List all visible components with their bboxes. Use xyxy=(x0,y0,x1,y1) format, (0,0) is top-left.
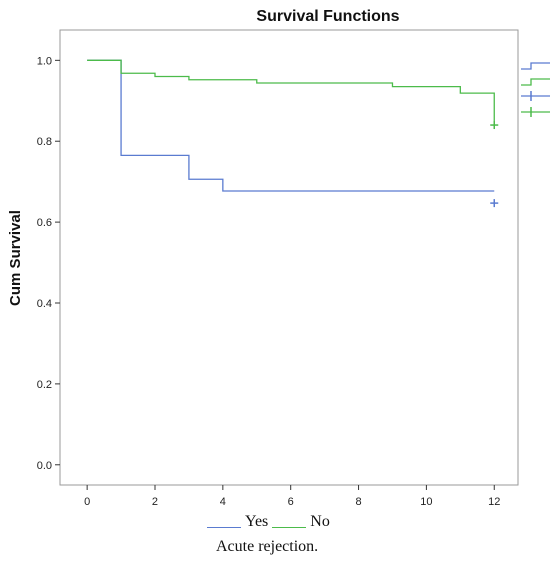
legend: Yes No xyxy=(207,513,334,531)
x-tick-label: 2 xyxy=(152,496,158,508)
y-tick-label: 0.8 xyxy=(37,136,52,148)
y-tick-label: 0.0 xyxy=(37,460,52,472)
legend-label-no: No xyxy=(310,513,330,530)
legend-symbols xyxy=(521,62,550,117)
censor-mark-no xyxy=(490,121,499,130)
censor-mark-yes xyxy=(490,199,499,208)
chart-title: Survival Functions xyxy=(256,8,399,25)
survival-curve-no xyxy=(87,59,495,124)
legend-symbol-no-step xyxy=(521,78,550,86)
x-tick-label: 12 xyxy=(488,496,500,508)
legend-symbol-yes-step xyxy=(521,62,550,70)
legend-swatch-yes xyxy=(207,527,241,528)
y-axis: 0.0 0.2 0.4 0.6 0.8 1.0 xyxy=(37,55,60,472)
y-tick-label: 0.2 xyxy=(37,379,52,391)
y-tick-label: 0.4 xyxy=(37,298,52,310)
x-tick-label: 0 xyxy=(84,496,90,508)
y-tick-label: 1.0 xyxy=(37,55,52,67)
y-axis-label: Cum Survival xyxy=(7,210,24,306)
y-tick-label: 0.6 xyxy=(37,217,52,229)
plot-frame xyxy=(59,29,519,486)
legend-swatch-no xyxy=(272,527,307,528)
survival-curve-yes xyxy=(87,59,495,192)
x-tick-label: 10 xyxy=(420,496,432,508)
x-tick-label: 6 xyxy=(288,496,294,508)
legend-label-yes: Yes xyxy=(245,513,269,530)
series-layer xyxy=(87,59,499,208)
x-tick-label: 4 xyxy=(220,496,226,508)
x-tick-label: 8 xyxy=(355,496,361,508)
x-axis-label: Acute rejection. xyxy=(216,538,319,555)
x-axis: 0 2 4 6 8 10 12 xyxy=(84,485,500,508)
